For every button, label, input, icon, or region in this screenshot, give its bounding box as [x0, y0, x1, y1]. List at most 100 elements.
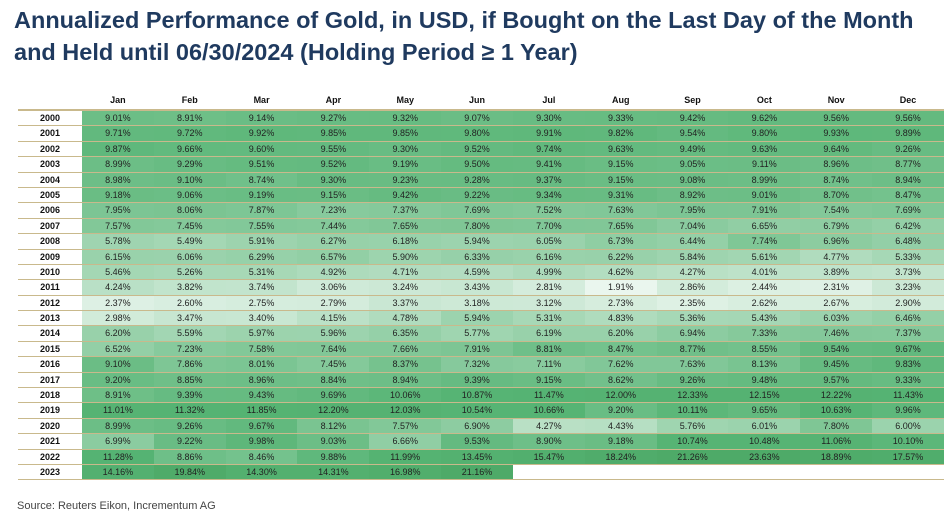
- heatmap-cell: 18.89%: [800, 449, 873, 464]
- heatmap-cell: 9.60%: [225, 141, 298, 157]
- heatmap-cell: 7.69%: [872, 203, 944, 218]
- heatmap-cell: 3.18%: [441, 295, 513, 311]
- heatmap-cell: 6.99%: [82, 434, 154, 449]
- heatmap-cell: 5.31%: [512, 311, 585, 326]
- heatmap-cell: 7.80%: [800, 418, 873, 434]
- heatmap-cell: 5.36%: [656, 311, 729, 326]
- column-header: May: [396, 95, 414, 105]
- heatmap-cell: 2.86%: [656, 280, 729, 295]
- heatmap-cell: 9.30%: [512, 111, 585, 126]
- heatmap-cell: 10.63%: [800, 403, 873, 418]
- heatmap-cell: 11.43%: [872, 388, 944, 403]
- source-note: Source: Reuters Eikon, Incrementum AG: [17, 500, 216, 512]
- heatmap-cell: 9.31%: [584, 187, 657, 203]
- header-row: Jan Feb Mar Apr May Jun Jul Aug Sep Oct Nov Dec: [18, 92, 944, 111]
- heatmap-cell: 10.66%: [512, 403, 585, 418]
- heatmap-cell: 9.96%: [872, 403, 944, 418]
- heatmap-cell: 7.80%: [441, 218, 513, 234]
- heatmap-cell: 9.92%: [225, 126, 298, 141]
- heatmap-cell: 12.00%: [584, 388, 657, 403]
- heatmap-cell: 6.90%: [441, 418, 513, 434]
- heatmap-cell: 7.04%: [656, 218, 729, 234]
- heatmap-cell: 9.20%: [82, 372, 154, 388]
- heatmap-cell: 2.73%: [584, 295, 657, 311]
- heatmap-cell: 8.99%: [82, 157, 154, 172]
- heatmap-cell: 9.69%: [297, 388, 370, 403]
- heatmap-cell: 7.66%: [369, 341, 442, 357]
- heatmap-cell: 9.56%: [800, 111, 873, 126]
- heatmap-cell: 9.01%: [728, 187, 801, 203]
- heatmap-cell: 5.91%: [225, 234, 298, 249]
- heatmap-cell: 7.44%: [297, 218, 370, 234]
- heatmap-cell: 2.75%: [225, 295, 298, 311]
- row-label: 2015: [18, 341, 82, 357]
- heatmap-cell: 3.23%: [872, 280, 944, 295]
- heatmap-cell: 6.03%: [800, 311, 873, 326]
- heatmap-cell: 5.59%: [153, 326, 226, 341]
- heatmap-cell: 8.84%: [297, 372, 370, 388]
- heatmap-cell: 2.37%: [82, 295, 154, 311]
- row-label: 2012: [18, 295, 82, 311]
- table-row: 2019 11.01% 11.32% 11.85% 12.20% 12.03% 10.54%…: [18, 403, 944, 419]
- heatmap-cell: 7.63%: [584, 203, 657, 218]
- heatmap-cell: 8.98%: [82, 172, 154, 187]
- table-row: 2002 9.87% 9.66% 9.60% 9.55% 9.30% 9.52% 9.74% 9…: [18, 141, 944, 158]
- heatmap-cell: 5.77%: [441, 326, 513, 341]
- heatmap-cell: 8.96%: [800, 157, 873, 172]
- heatmap-cell: 9.37%: [512, 172, 585, 187]
- column-header: Sep: [684, 95, 701, 105]
- heatmap-cell: 9.55%: [297, 141, 370, 157]
- heatmap-cell: 10.48%: [728, 434, 801, 449]
- heatmap-cell: 6.46%: [872, 311, 944, 326]
- heatmap-cell: 12.22%: [800, 388, 873, 403]
- heatmap-cell: 4.71%: [369, 264, 442, 280]
- corner-cell: [18, 92, 82, 109]
- heatmap-cell: 9.45%: [800, 357, 873, 372]
- heatmap-cell: 7.45%: [297, 357, 370, 372]
- heatmap-cell: 5.33%: [872, 249, 944, 264]
- heatmap-cell: 5.94%: [441, 234, 513, 249]
- heatmap-cell: 12.20%: [297, 403, 370, 418]
- heatmap-cell: 9.71%: [82, 126, 154, 141]
- heatmap-cell: 9.67%: [225, 418, 298, 434]
- heatmap-cell: 1.91%: [584, 280, 657, 295]
- heatmap-cell: 3.82%: [153, 280, 226, 295]
- heatmap-cell: 3.89%: [800, 264, 873, 280]
- heatmap-cell: 9.22%: [153, 434, 226, 449]
- heatmap-cell: 9.66%: [153, 141, 226, 157]
- heatmap-cell: 3.24%: [369, 280, 442, 295]
- heatmap-cell: 5.43%: [728, 311, 801, 326]
- heatmap-cell: 9.20%: [584, 403, 657, 418]
- heatmap-cell: 8.96%: [225, 372, 298, 388]
- heatmap-cell: 9.33%: [872, 372, 944, 388]
- heatmap-cell: 4.83%: [584, 311, 657, 326]
- heatmap-cell: 3.12%: [512, 295, 585, 311]
- row-label: 2017: [18, 372, 82, 388]
- heatmap-cell: 4.24%: [82, 280, 154, 295]
- heatmap-cell: 9.06%: [153, 187, 226, 203]
- column-header: Apr: [325, 95, 342, 105]
- heatmap-cell: 6.66%: [369, 434, 442, 449]
- heatmap-cell: 9.15%: [512, 372, 585, 388]
- heatmap-cell: 8.77%: [872, 157, 944, 172]
- heatmap-cell: 11.85%: [225, 403, 298, 418]
- heatmap-cell: 8.77%: [656, 341, 729, 357]
- heatmap-cell: 9.07%: [441, 111, 513, 126]
- heatmap-cell: 7.23%: [153, 341, 226, 357]
- row-label: 2023: [18, 464, 82, 480]
- heatmap-cell: 7.58%: [225, 341, 298, 357]
- table-row: 2007 7.57% 7.45% 7.55% 7.44% 7.65% 7.80% 7.70% 7…: [18, 218, 944, 235]
- heatmap-cell: 8.91%: [153, 111, 226, 126]
- column-header: Feb: [181, 95, 198, 105]
- heatmap-cell: 5.46%: [82, 264, 154, 280]
- table-row: 2005 9.18% 9.06% 9.19% 9.15% 9.42% 9.22% 9.34% 9…: [18, 187, 944, 204]
- heatmap-cell: 9.03%: [297, 434, 370, 449]
- heatmap-cell: 8.81%: [512, 341, 585, 357]
- row-label: 2016: [18, 357, 82, 372]
- heatmap-cell: 8.91%: [82, 388, 154, 403]
- heatmap-cell: 9.26%: [656, 372, 729, 388]
- heatmap-cell: 9.80%: [441, 126, 513, 141]
- heatmap-cell: 6.16%: [512, 249, 585, 264]
- table-row: 2010 5.46% 5.26% 5.31% 4.92% 4.71% 4.59% 4.99% 4…: [18, 264, 944, 281]
- heatmap-cell: 14.31%: [297, 464, 370, 480]
